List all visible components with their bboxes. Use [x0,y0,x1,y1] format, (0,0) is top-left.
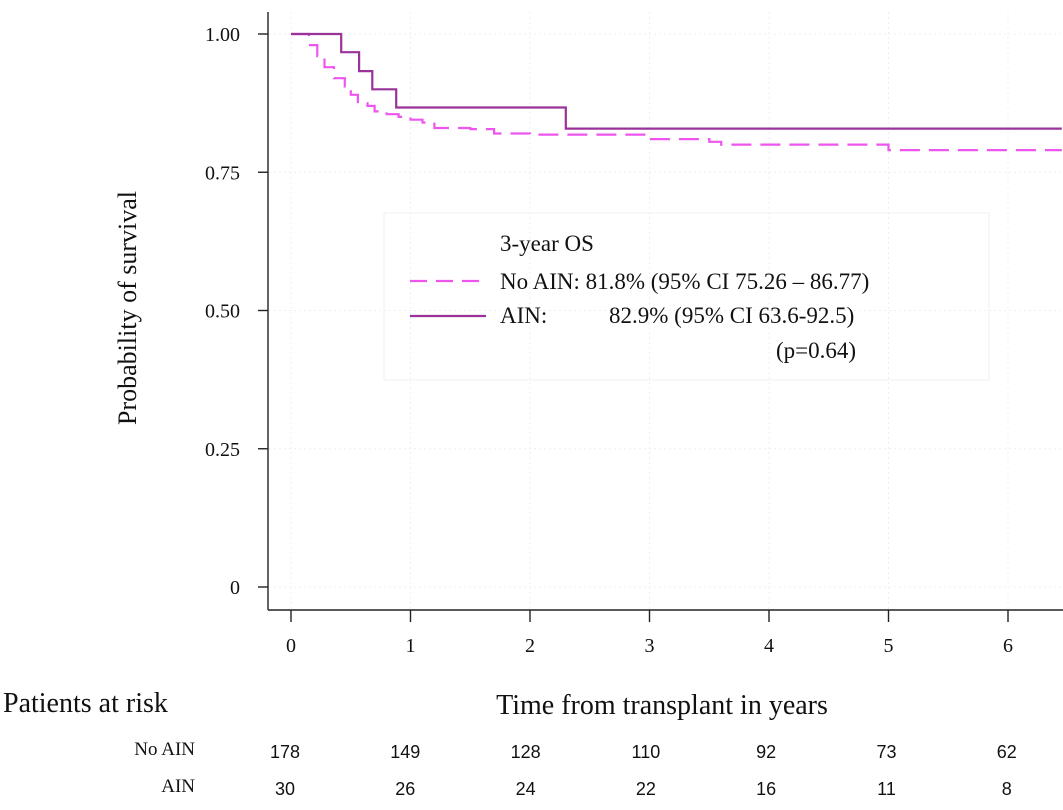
legend-title: 3-year OS [500,231,594,256]
risk-count: 128 [511,742,541,762]
series-line-no_ain [291,32,1062,152]
risk-row-label: No AIN [134,739,195,760]
risk-table-title: Patients at risk [3,688,168,719]
risk-count: 26 [395,779,415,799]
risk-count: 110 [632,742,661,762]
legend-label-no-ain: No AIN: 81.8% (95% CI 75.26 – 86.77) [500,269,869,294]
x-tick-label: 0 [286,635,296,657]
series-line-ain [291,32,1062,130]
x-tick-label: 3 [645,635,655,657]
legend: 3-year OS No AIN: 81.8% (95% CI 75.26 – … [383,212,990,381]
y-axis-label: Probability of survival [113,191,142,425]
risk-count: 16 [756,779,776,799]
risk-count: 11 [877,779,896,799]
series-lines [291,32,1062,152]
y-tick-label: 0.50 [205,301,240,323]
y-tick-label: 0 [230,577,240,599]
legend-box [383,212,990,381]
x-tick-label: 6 [1003,635,1013,657]
y-tick-label: 1.00 [205,24,240,46]
risk-count: 92 [756,742,776,762]
legend-label-ain: AIN: [500,303,547,328]
x-axis-label: Time from transplant in years [496,690,828,721]
y-tick-label: 0.75 [205,162,240,184]
risk-count: 73 [876,742,896,762]
grid-lines [269,12,1063,609]
legend-value-ain: 82.9% (95% CI 63.6-92.5) [609,303,854,328]
x-tick-label: 1 [406,635,416,657]
risk-count: 22 [636,779,656,799]
legend-pvalue: (p=0.64) [776,338,856,363]
risk-count: 8 [1002,779,1012,799]
risk-count: 30 [275,779,295,799]
risk-table: No AIN 178 149 128 110 92 73 62 AIN 30 26 24 22 16 11 8 [134,739,1017,799]
x-tick-label: 5 [884,635,894,657]
risk-row-label: AIN [161,776,195,797]
risk-count: 62 [997,742,1017,762]
y-ticks: 1.00 0.75 0.50 0.25 0 [205,24,268,599]
x-tick-label: 2 [525,635,535,657]
risk-count: 24 [516,779,536,799]
risk-count: 149 [390,742,420,762]
x-ticks: 0 1 2 3 4 5 6 [286,610,1013,657]
y-tick-label: 0.25 [205,439,240,461]
risk-count: 178 [270,742,300,762]
x-tick-label: 4 [764,635,774,657]
